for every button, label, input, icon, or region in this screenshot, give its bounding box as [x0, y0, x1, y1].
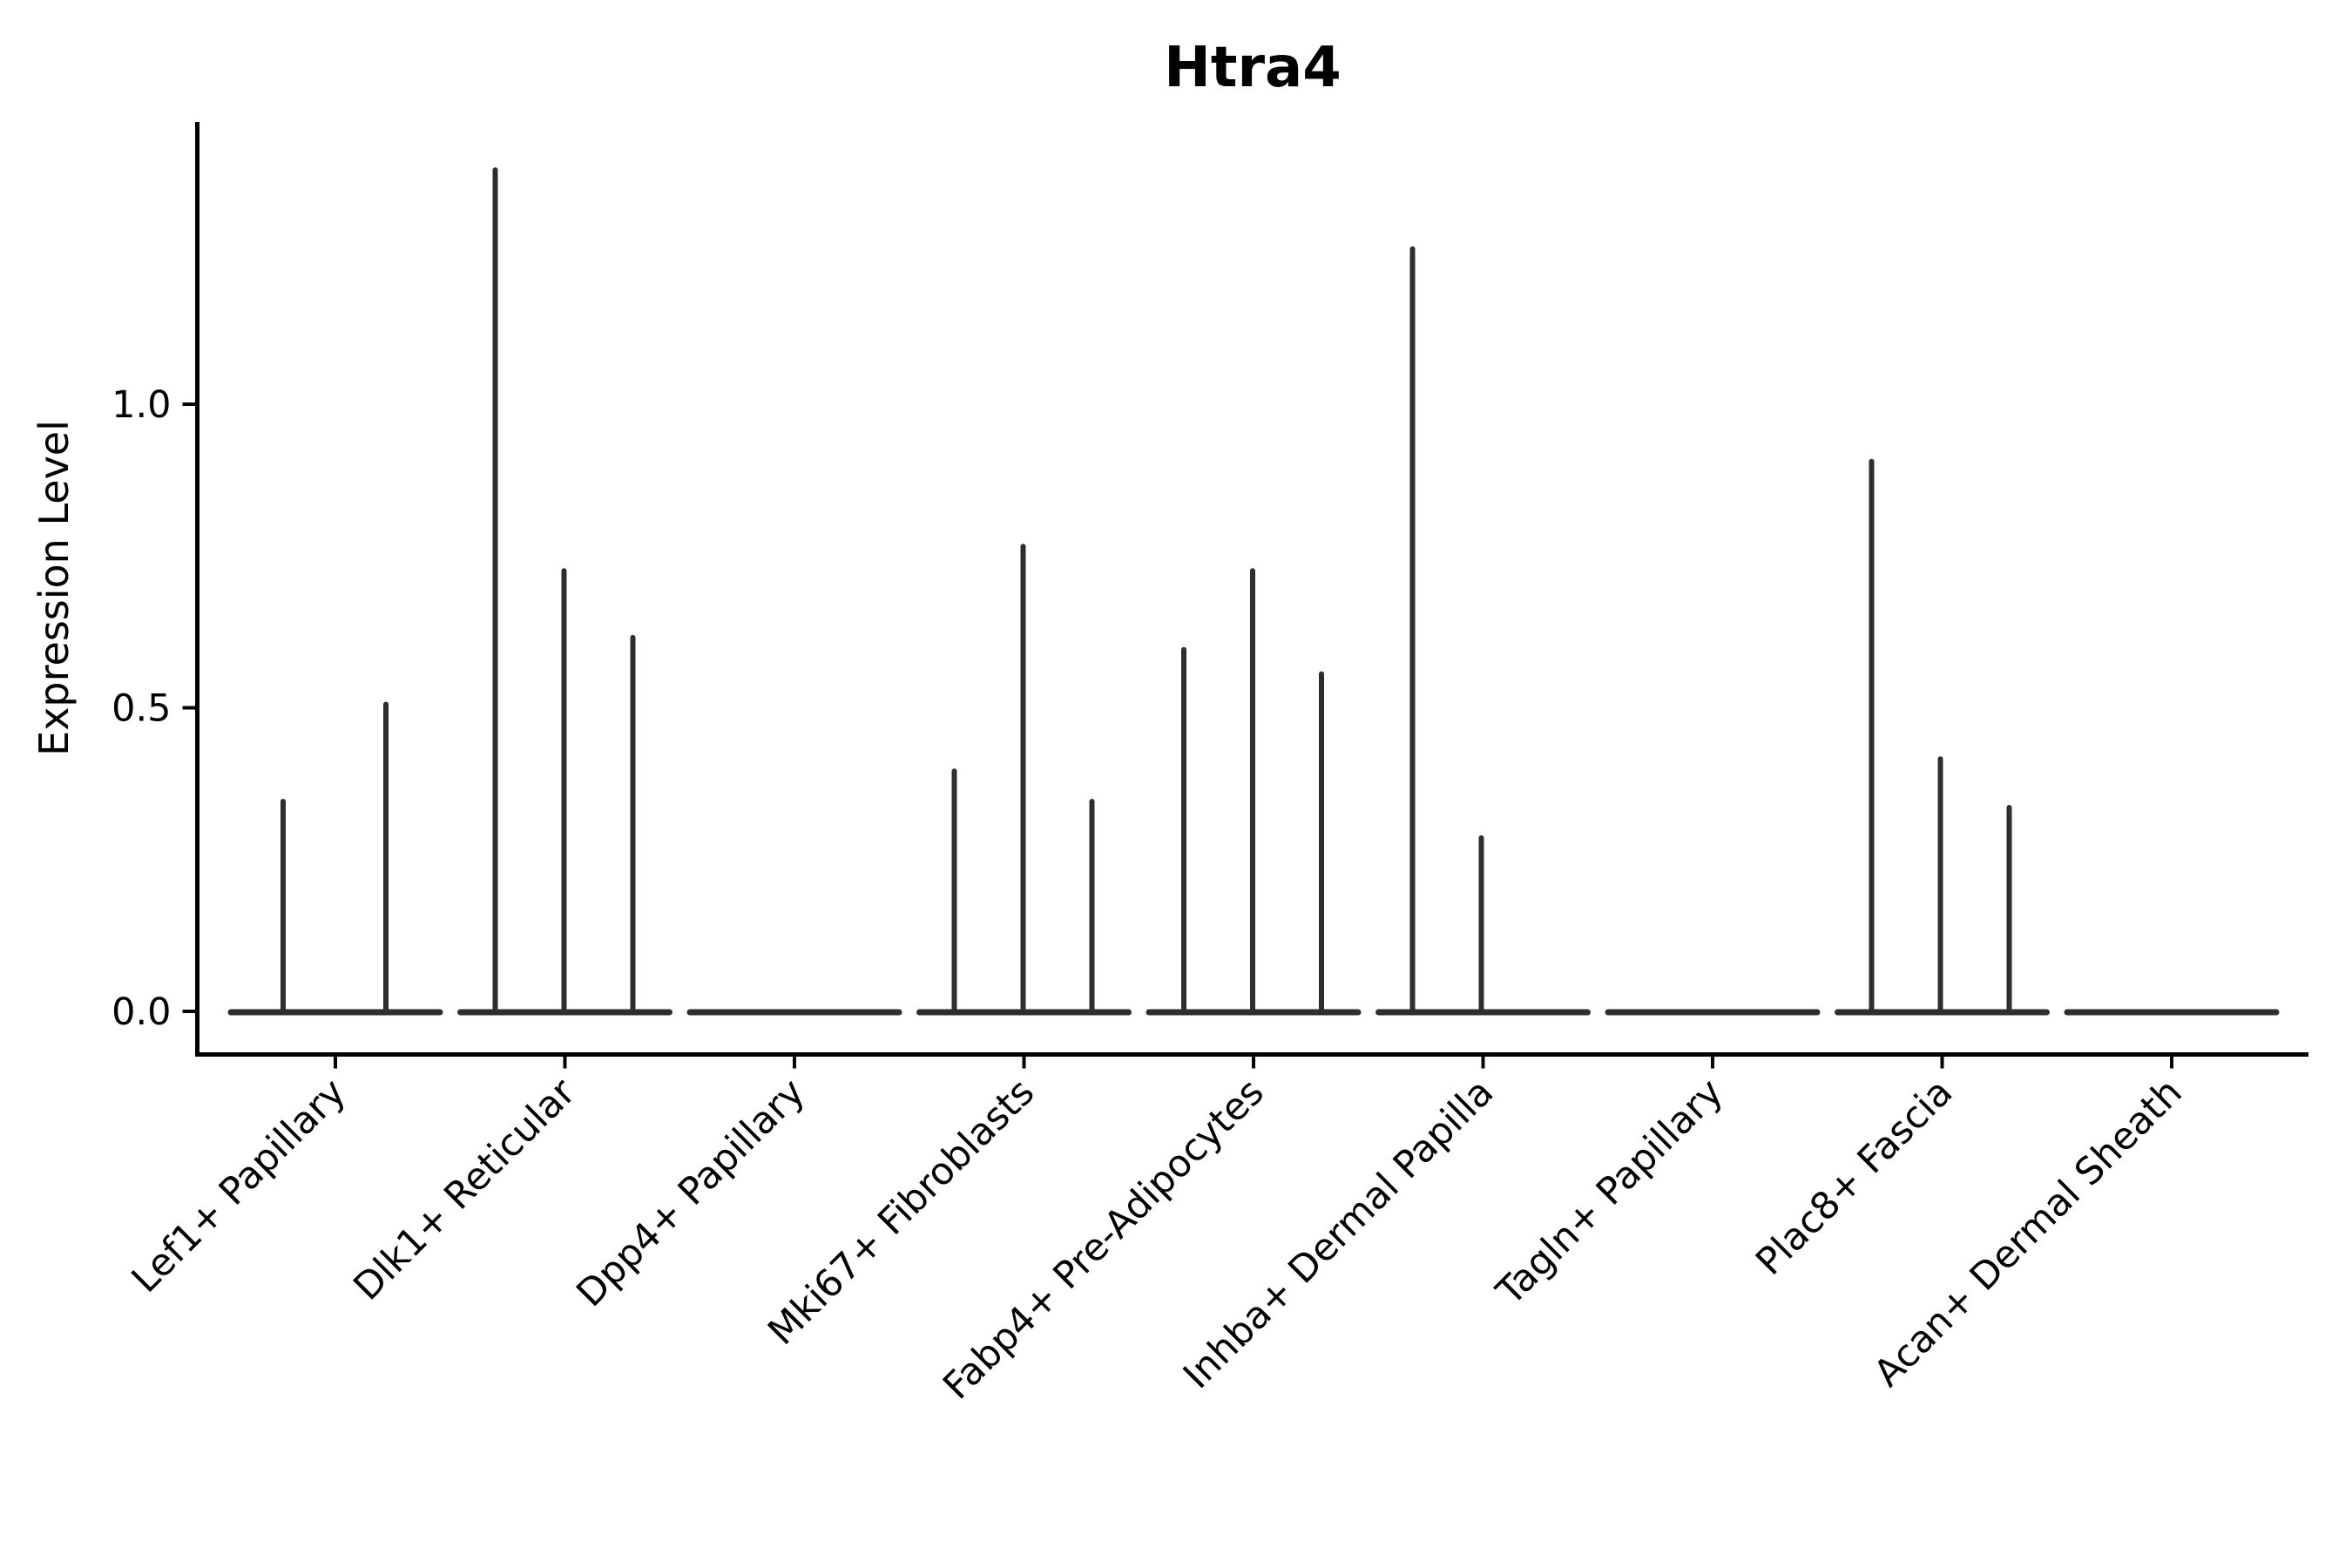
y-tick-label: 0.0 [112, 990, 171, 1034]
category-tick-label: Lef1+ Papillary [124, 1071, 355, 1301]
y-tick-label: 1.0 [112, 383, 171, 427]
violins-layer [227, 167, 2280, 1016]
category-tick-label: Tagln+ Papillary [1488, 1071, 1732, 1315]
y-axis-label: Expression Level [30, 420, 78, 756]
chart-title: Htra4 [1164, 36, 1341, 100]
category-tick-label: Dlk1+ Reticular [346, 1071, 585, 1309]
category-tick-label: Dpp4+ Papillary [569, 1071, 814, 1315]
y-tick-label: 0.5 [112, 687, 171, 731]
category-tick-label: Plac8+ Fascia [1747, 1071, 1961, 1284]
